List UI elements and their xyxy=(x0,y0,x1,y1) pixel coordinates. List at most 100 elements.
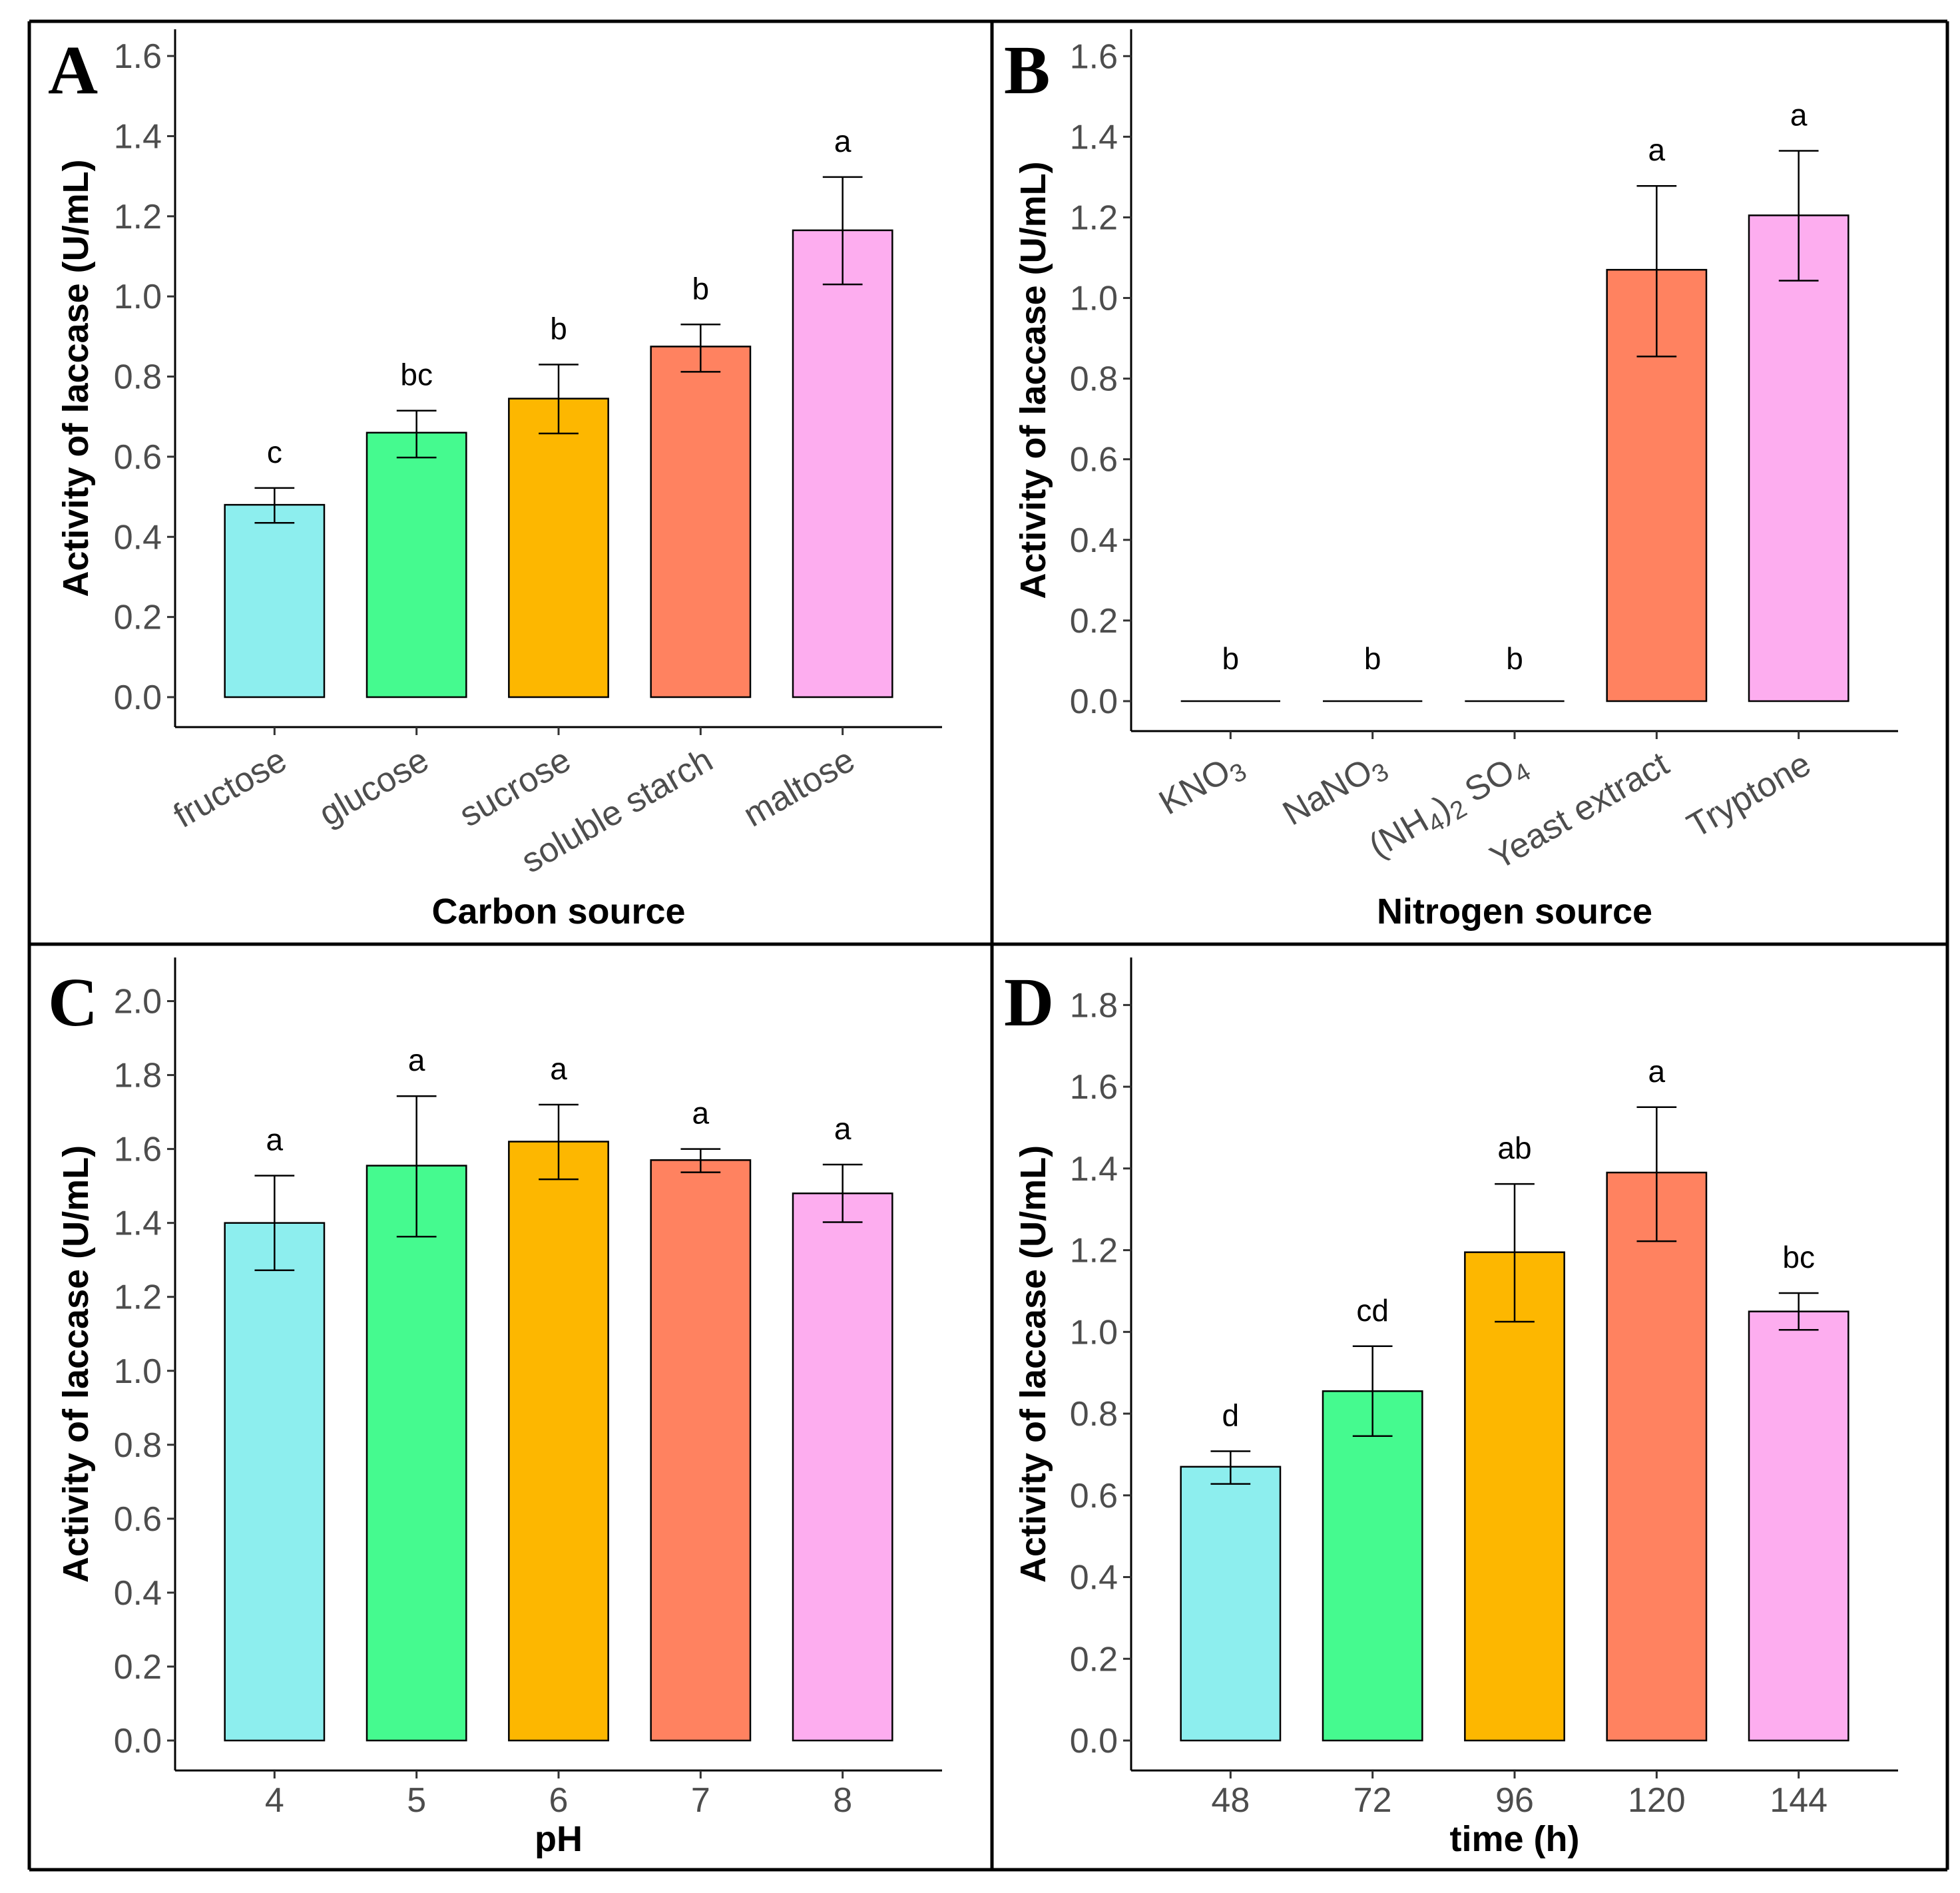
panel-b-significance-label: b xyxy=(1364,641,1381,676)
panel-c-error-bar xyxy=(396,1095,437,1238)
panel-d-bar xyxy=(1748,1310,1849,1742)
panel-d-bar xyxy=(1464,1251,1565,1742)
panel-d-bar xyxy=(1606,1171,1708,1742)
panel-b-chart: B 0.0 0.2 0.4 0.6 0.8 1.0 1.2 1.4 1.6 Activity of … xyxy=(1004,29,1898,932)
panel-a-significance-label: bc xyxy=(400,358,433,392)
panel-d-significance-label: bc xyxy=(1782,1240,1815,1274)
panel-b-letter: B xyxy=(1004,32,1050,109)
panel-a-y-tick-label: 0.0 xyxy=(114,678,162,717)
panel-a-y-tick-label: 0.6 xyxy=(114,438,162,477)
panel-c-x-tick-label: 4 xyxy=(265,1781,284,1820)
panel-b-x-tick-label: NaNO3 xyxy=(1276,744,1393,837)
panel-b-y-axis-title: Activity of laccase (U/mL) xyxy=(1013,161,1053,599)
figure-frame xyxy=(27,19,1949,1872)
panel-b-x-tick-label: Tryptone xyxy=(1681,744,1818,846)
panel-a-significance-label: a xyxy=(834,124,852,158)
panel-b-y-tick-label: 1.4 xyxy=(1070,118,1118,156)
panel-b-error-bar xyxy=(1636,184,1677,358)
panel-c-letter: C xyxy=(48,964,98,1041)
panel-c-y-tick-label: 1.8 xyxy=(114,1057,162,1095)
panel-a-error-bar xyxy=(680,324,721,373)
panel-c-y-tick-label: 0.0 xyxy=(114,1722,162,1760)
panel-c-significance-label: a xyxy=(692,1096,710,1131)
panel-d-x-tick-label: 144 xyxy=(1770,1781,1828,1820)
panel-d-y-tick-label: 1.8 xyxy=(1070,986,1118,1025)
panel-a-significance-label: b xyxy=(692,271,710,306)
panel-d-y-tick-label: 0.2 xyxy=(1070,1640,1118,1679)
panel-a-y-axis-title: Activity of laccase (U/mL) xyxy=(56,159,96,597)
panel-c-x-tick-label: 7 xyxy=(691,1781,710,1820)
panel-d-error-bar xyxy=(1210,1450,1251,1485)
panel-a-y-tick-label: 1.2 xyxy=(114,198,162,236)
panel-b-y-tick-label: 1.6 xyxy=(1070,37,1118,76)
panel-c-y-tick-label: 0.6 xyxy=(114,1500,162,1539)
panel-a-x-tick-label: sucrose xyxy=(453,740,577,834)
panel-d-error-bar xyxy=(1495,1183,1535,1323)
panel-d-error-bar xyxy=(1636,1106,1677,1242)
panel-d-y-tick-label: 1.4 xyxy=(1070,1150,1118,1189)
panel-c-significance-label: a xyxy=(408,1043,425,1077)
panel-b-y-tick-label: 0.8 xyxy=(1070,360,1118,399)
panel-c-bar xyxy=(792,1192,893,1742)
panel-b-significance-label: a xyxy=(1648,133,1666,167)
panel-a-significance-label: c xyxy=(267,435,282,469)
panel-c-y-tick-label: 0.4 xyxy=(114,1574,162,1613)
panel-b-y-tick-label: 0.6 xyxy=(1070,441,1118,479)
panel-b-significance-label: b xyxy=(1222,641,1240,676)
panel-a-error-bar xyxy=(254,487,295,524)
panel-a-chart: A 0.0 0.2 0.4 0.6 0.8 1.0 1.2 1.4 1.6 Activity of … xyxy=(48,29,942,932)
panel-d-significance-label: a xyxy=(1648,1054,1666,1089)
panel-c-bar xyxy=(650,1159,752,1742)
panel-b-x-tick-label: KNO3 xyxy=(1152,744,1251,826)
panel-a-y-tick-label: 1.4 xyxy=(114,117,162,156)
panel-c-y-tick-label: 1.4 xyxy=(114,1205,162,1243)
panel-d-y-tick-label: 1.6 xyxy=(1070,1068,1118,1107)
panel-d-y-tick-label: 0.0 xyxy=(1070,1722,1118,1760)
panel-b-y-tick-label: 0.2 xyxy=(1070,602,1118,641)
panel-d-y-tick-label: 0.4 xyxy=(1070,1559,1118,1597)
panel-a-bar xyxy=(650,346,752,698)
panel-c-significance-label: a xyxy=(266,1123,284,1157)
panel-a-significance-label: b xyxy=(550,311,567,346)
panel-a-error-bar xyxy=(396,409,437,459)
panel-a-bar xyxy=(508,398,609,698)
panel-a-y-tick-label: 1.0 xyxy=(114,278,162,316)
panel-b-y-tick-label: 1.0 xyxy=(1070,280,1118,318)
panel-c-significance-label: a xyxy=(550,1051,567,1086)
panel-b-y-tick-label: 0.4 xyxy=(1070,521,1118,560)
panel-a-bar xyxy=(224,503,326,698)
panel-d-error-bar xyxy=(1778,1292,1819,1331)
panel-a-bar xyxy=(366,431,467,698)
panel-a-bar xyxy=(792,229,893,698)
panel-c-error-bar xyxy=(822,1163,863,1223)
panel-d-x-tick-label: 48 xyxy=(1211,1781,1250,1820)
panel-c-bar xyxy=(366,1165,467,1742)
panel-a-letter: A xyxy=(48,32,98,109)
panel-b-y-tick-label: 0.0 xyxy=(1070,682,1118,721)
panel-d-significance-label: ab xyxy=(1497,1131,1531,1165)
panel-a-x-tick-label: glucose xyxy=(312,740,435,834)
panel-c-bar xyxy=(508,1141,609,1742)
panel-c-y-axis-title: Activity of laccase (U/mL) xyxy=(56,1145,96,1583)
panel-d-y-tick-label: 0.6 xyxy=(1070,1477,1118,1515)
panel-d-x-tick-label: 72 xyxy=(1353,1781,1392,1820)
panel-b-bar xyxy=(1748,214,1849,702)
panel-c-x-axis-title: pH xyxy=(535,1819,583,1859)
panel-c-y-tick-label: 0.8 xyxy=(114,1426,162,1465)
panel-d-y-tick-label: 0.8 xyxy=(1070,1395,1118,1434)
panel-a-x-tick-label: maltose xyxy=(737,740,861,834)
panel-c-y-tick-label: 2.0 xyxy=(114,983,162,1021)
panel-c-chart: C 0.0 0.2 0.4 0.6 0.8 1.0 1.2 1.4 1.6 1.8 2.0 Activi… xyxy=(48,957,942,1859)
panel-c-x-tick-label: 6 xyxy=(549,1781,569,1820)
panel-a-x-axis-title: Carbon source xyxy=(431,892,685,932)
panel-c-significance-label: a xyxy=(834,1111,852,1146)
panel-a-error-bar xyxy=(822,176,863,286)
panel-c-y-tick-label: 1.0 xyxy=(114,1352,162,1391)
panel-d-x-axis-title: time (h) xyxy=(1450,1819,1580,1859)
panel-b-error-bar xyxy=(1778,150,1819,282)
panel-c-error-bar xyxy=(539,1103,579,1181)
panel-b-y-tick-label: 1.2 xyxy=(1070,198,1118,237)
panel-d-chart: D 0.0 0.2 0.4 0.6 0.8 1.0 1.2 1.4 1.6 1.8 Activity … xyxy=(1004,957,1898,1859)
panel-c-y-tick-label: 1.2 xyxy=(114,1278,162,1317)
panel-c-x-tick-label: 8 xyxy=(833,1781,852,1820)
